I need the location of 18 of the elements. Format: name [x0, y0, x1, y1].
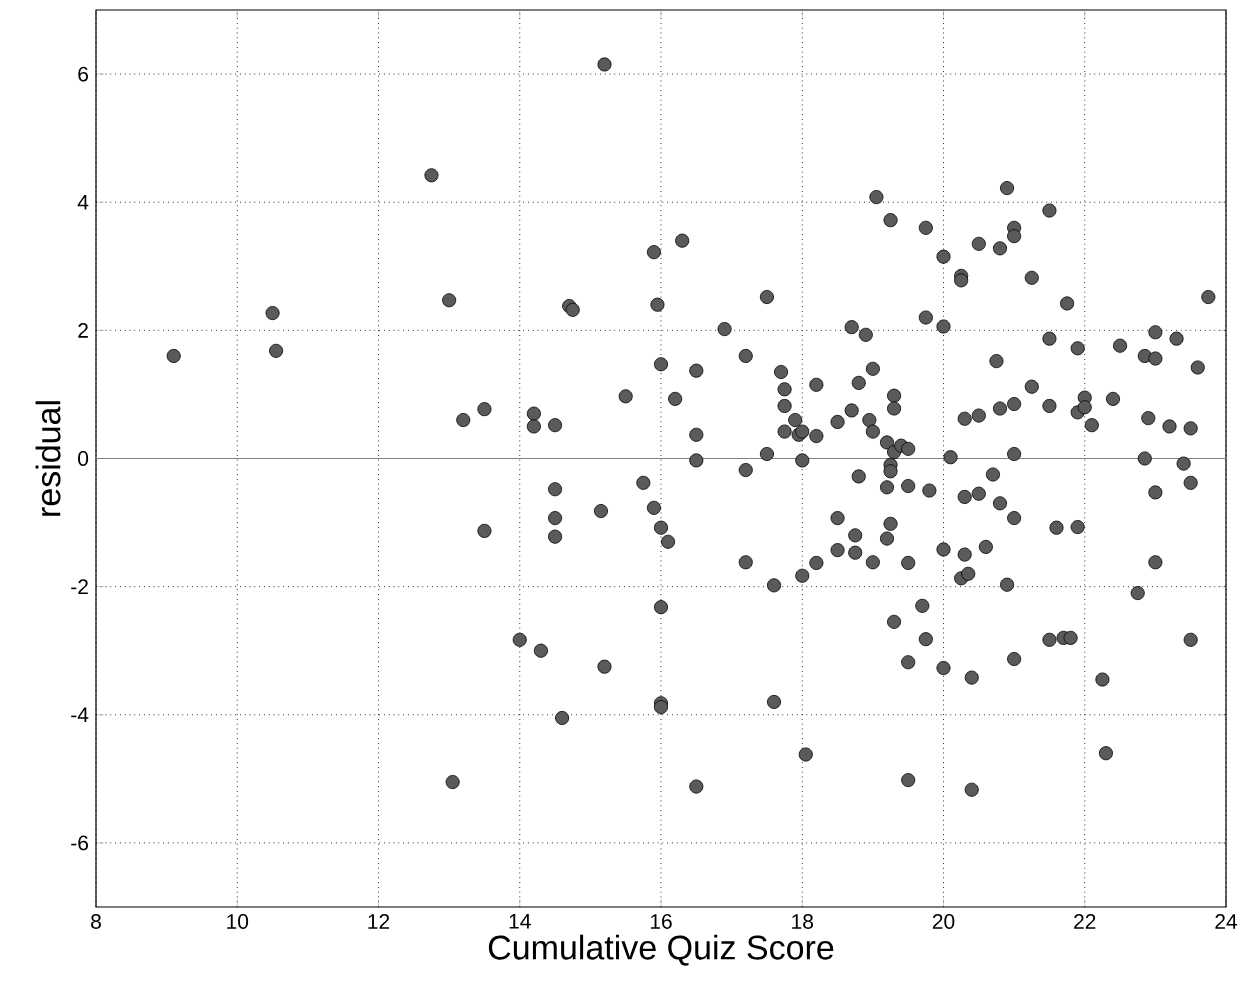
- y-tick-label: 6: [78, 66, 89, 82]
- x-tick-label: 20: [932, 914, 955, 929]
- y-tick-label: -6: [71, 835, 89, 851]
- x-tick-label: 10: [227, 914, 249, 929]
- x-tick-label: 12: [368, 914, 390, 929]
- y-tick-label: -2: [71, 579, 88, 594]
- y-tick-label: 4: [77, 194, 89, 210]
- y-tick-label: -4: [71, 707, 89, 722]
- x-axis-title: Cumulative Quiz Score: [488, 934, 834, 966]
- y-tick-label: 0: [78, 451, 89, 466]
- x-tick-label: 18: [792, 914, 814, 929]
- y-axis-title: residual: [35, 401, 61, 516]
- x-tick-label: 24: [1215, 914, 1238, 929]
- x-tick-label: 8: [91, 914, 101, 929]
- x-tick-label: 22: [1074, 914, 1096, 929]
- x-tick-label: 16: [650, 914, 672, 929]
- x-tick-label: 14: [509, 914, 531, 929]
- y-tick-label: 2: [78, 323, 88, 338]
